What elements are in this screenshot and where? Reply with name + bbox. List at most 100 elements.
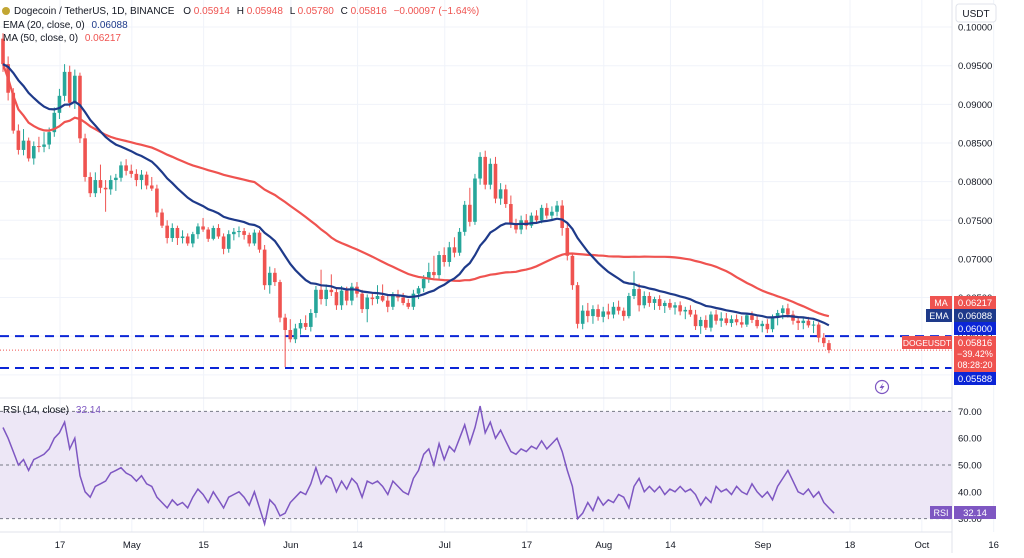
candle-body <box>160 212 164 226</box>
candle-body <box>514 224 518 230</box>
rsi-tick-label: 70.00 <box>958 407 982 418</box>
symbol-tag: DOGEUSDT <box>903 338 951 348</box>
candle-body <box>26 140 31 159</box>
time-tick-label: Jun <box>283 540 298 551</box>
ema-badge: EMA 0.06088 <box>926 309 996 322</box>
candle-body <box>426 272 431 279</box>
candle-body <box>662 302 667 307</box>
rsi-legend-label[interactable]: RSI (14, close) <box>3 405 69 416</box>
candle-body <box>452 247 457 253</box>
price-tick-label: 0.09500 <box>958 61 992 72</box>
symbol-title[interactable]: Dogecoin / TetherUS, 1D, BINANCE <box>14 6 175 17</box>
candle-body <box>324 289 328 300</box>
high-value: 0.05948 <box>247 6 284 17</box>
low-label: L <box>290 6 296 17</box>
candle-body <box>760 323 765 327</box>
candle-body <box>411 293 416 307</box>
candle-body <box>786 308 790 315</box>
candle-body <box>416 288 421 294</box>
candle-body <box>375 295 380 300</box>
high-label: H <box>237 6 244 17</box>
lightning-icon[interactable] <box>874 379 890 395</box>
candle-body <box>278 282 282 318</box>
candle-body <box>62 71 67 96</box>
price-tick-label: 0.07000 <box>958 254 992 265</box>
candle-body <box>729 319 734 324</box>
candle-body <box>801 320 806 324</box>
candle-body <box>544 207 549 216</box>
candle-body <box>473 178 477 222</box>
candle-body <box>796 320 800 324</box>
time-tick-label: May <box>123 540 141 551</box>
candle-body <box>509 204 513 225</box>
svg-text:EMA (20, close, 0) 0.060: EMA (20, close, 0) 0.06088 <box>3 20 128 31</box>
candle-body <box>67 71 72 103</box>
candle-body <box>242 231 246 235</box>
ema-badge-value: 0.06088 <box>958 311 992 322</box>
candle-body <box>616 306 621 311</box>
candle-body <box>601 311 606 317</box>
candle-body <box>478 156 482 179</box>
candle-body <box>488 163 493 185</box>
rsi-tick-label: 40.00 <box>958 487 982 498</box>
candle-body <box>293 328 298 340</box>
candle-body <box>565 227 570 256</box>
rsi-legend-value: 32.14 <box>76 405 101 416</box>
svg-text:MA (50, close, 0) 0.0621: MA (50, close, 0) 0.06217 <box>3 33 121 44</box>
candle-body <box>16 130 21 150</box>
candle-body <box>627 295 631 317</box>
rsi-guides <box>0 410 952 520</box>
candles <box>1 33 831 368</box>
candle-body <box>262 249 267 286</box>
candle-body <box>309 312 313 327</box>
candle-body <box>191 234 195 244</box>
price-tick-label: 0.10000 <box>958 23 992 34</box>
candle-body <box>303 323 308 327</box>
candle-body <box>257 232 262 250</box>
candle-body <box>745 315 749 325</box>
ema-legend-label[interactable]: EMA (20, close, 0) <box>3 20 85 31</box>
candle-body <box>139 174 144 181</box>
candle-body <box>221 236 226 249</box>
candle-body <box>462 204 467 232</box>
ema-legend-value: 0.06088 <box>91 20 128 31</box>
candle-body <box>709 314 713 328</box>
candle-body <box>314 289 318 313</box>
candle-body <box>442 255 446 262</box>
candle-body <box>196 226 200 235</box>
candle-body <box>457 231 462 253</box>
rsi-axis[interactable]: 70.00 60.00 50.00 40.00 30.00 <box>958 407 982 525</box>
time-tick-label: Aug <box>595 540 612 551</box>
candle-body <box>165 225 169 239</box>
header-legend: Dogecoin / TetherUS, 1D, BINANCE O 0.059… <box>2 6 479 44</box>
candle-body <box>247 234 252 244</box>
time-axis[interactable]: 17 May 15 Jun 14 Jul 17 Aug 14 Sep 18 Oct 16 <box>55 540 999 551</box>
candle-body <box>298 323 303 329</box>
ma-badge-tag: MA <box>934 298 948 308</box>
candle-body <box>811 324 816 326</box>
currency-label: USDT <box>962 9 989 20</box>
candle-body <box>129 170 134 174</box>
candle-body <box>52 112 57 133</box>
candle-body <box>155 188 159 213</box>
candle-body <box>216 227 221 237</box>
candle-body <box>288 329 293 340</box>
candle-body <box>698 319 703 327</box>
candle-body <box>806 320 811 326</box>
candle-body <box>406 302 411 307</box>
price-badge-countdown: 08:28:20 <box>957 360 992 370</box>
upper-level-value: 0.06000 <box>958 324 992 335</box>
candle-body <box>114 177 118 181</box>
candle-body <box>11 92 16 131</box>
ma-legend-label[interactable]: MA (50, close, 0) <box>3 33 78 44</box>
candle-body <box>88 176 93 194</box>
candle-body <box>688 309 693 315</box>
candle-body <box>611 306 616 315</box>
candle-body <box>119 165 123 178</box>
candle-body <box>185 236 190 244</box>
currency-selector[interactable]: USDT <box>955 3 997 23</box>
candle-body <box>134 173 139 181</box>
lower-level-badge: 0.05588 <box>954 372 996 385</box>
candle-body <box>37 146 41 148</box>
